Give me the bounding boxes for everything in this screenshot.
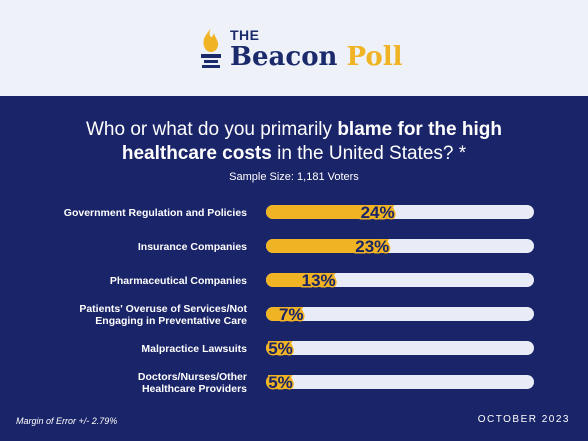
bar <box>266 307 304 321</box>
logo-name-accent: Poll <box>346 42 403 72</box>
torch-icon <box>201 28 221 68</box>
logo-name: Beacon <box>230 42 338 72</box>
header: THE Beacon Poll <box>0 0 588 96</box>
bar-track <box>266 375 534 389</box>
category-label: Pharmaceutical Companies <box>110 275 247 287</box>
category-label: Government Regulation and Policies <box>64 207 247 219</box>
category-label: Doctors/Nurses/Other Healthcare Providers <box>138 371 247 395</box>
bar-value-label: 5% <box>268 339 293 358</box>
bar-value-label: 7% <box>279 305 304 324</box>
bar-value-label: 24% <box>361 203 395 222</box>
logo-the: THE <box>230 27 260 43</box>
bar <box>266 273 336 287</box>
poll-date: OCTOBER 2023 <box>477 414 570 425</box>
bar-value-label: 23% <box>355 237 389 256</box>
title-bold: blame for the high healthcare costs <box>121 119 502 164</box>
title-part-1: Who or what do you primarily <box>85 119 338 140</box>
bar <box>266 205 395 219</box>
category-label: Insurance Companies <box>138 241 247 253</box>
bar-value-label: 13% <box>302 271 336 290</box>
bar <box>266 341 293 355</box>
bar-track <box>266 341 534 355</box>
bar <box>266 239 390 253</box>
sample-size: Sample Size: 1,181 Voters <box>229 171 359 183</box>
chart-title: Who or what do you primarily blame for t… <box>40 118 548 166</box>
category-label: Malpractice Lawsuits <box>141 343 247 355</box>
title-part-2: in the United States? * <box>271 143 467 164</box>
logo: THE Beacon Poll <box>198 26 402 72</box>
bar-chart: Government Regulation and Policies 24% Ins… <box>64 202 534 395</box>
bar <box>266 375 293 389</box>
bar-value-label: 5% <box>268 373 293 392</box>
category-label: Patients' Overuse of Services/Not Engagin… <box>79 303 247 327</box>
bar-track <box>266 307 534 321</box>
margin-of-error: Margin of Error +/- 2.79% <box>16 416 118 426</box>
